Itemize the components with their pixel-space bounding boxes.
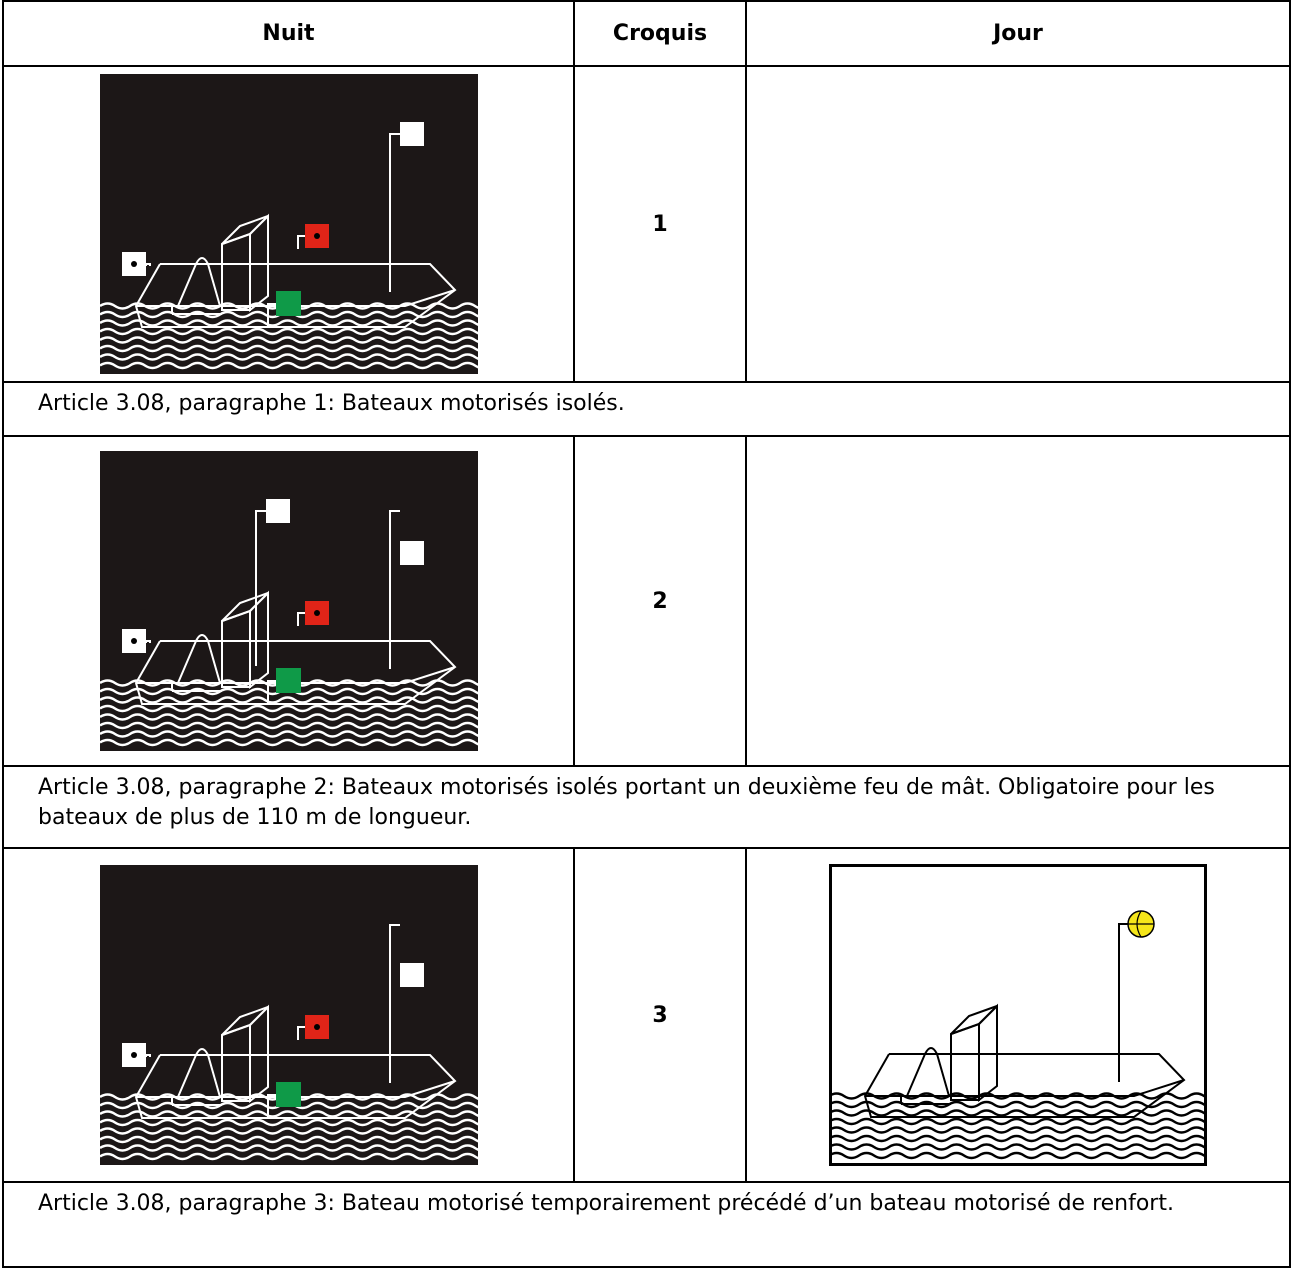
header-row: Nuit Croquis Jour <box>2 0 1291 67</box>
day-cell <box>745 65 1291 383</box>
night-cell <box>2 435 575 767</box>
night-cell <box>2 847 575 1183</box>
caption-row: Article 3.08, paragraphe 2: Bateaux moto… <box>2 765 1291 849</box>
header-cell: Nuit <box>2 0 575 67</box>
caption: Article 3.08, paragraphe 2: Bateaux moto… <box>2 765 1291 849</box>
night-illustration <box>99 865 478 1165</box>
night-illustration <box>99 451 478 751</box>
row: 3 <box>2 847 1291 1183</box>
header-cell: Croquis <box>573 0 747 67</box>
sketch-number: 1 <box>573 65 747 383</box>
night-cell <box>2 65 575 383</box>
caption: Article 3.08, paragraphe 3: Bateau motor… <box>2 1181 1291 1268</box>
row: 1 <box>2 65 1291 383</box>
day-illustration <box>829 864 1207 1166</box>
caption: Article 3.08, paragraphe 1: Bateaux moto… <box>2 381 1291 437</box>
night-illustration <box>99 74 478 374</box>
sketch-number: 3 <box>573 847 747 1183</box>
caption-row: Article 3.08, paragraphe 3: Bateau motor… <box>2 1181 1291 1268</box>
day-cell <box>745 435 1291 767</box>
day-cell <box>745 847 1291 1183</box>
row: 2 <box>2 435 1291 767</box>
sketch-number: 2 <box>573 435 747 767</box>
header-cell: Jour <box>745 0 1291 67</box>
caption-row: Article 3.08, paragraphe 1: Bateaux moto… <box>2 381 1291 437</box>
